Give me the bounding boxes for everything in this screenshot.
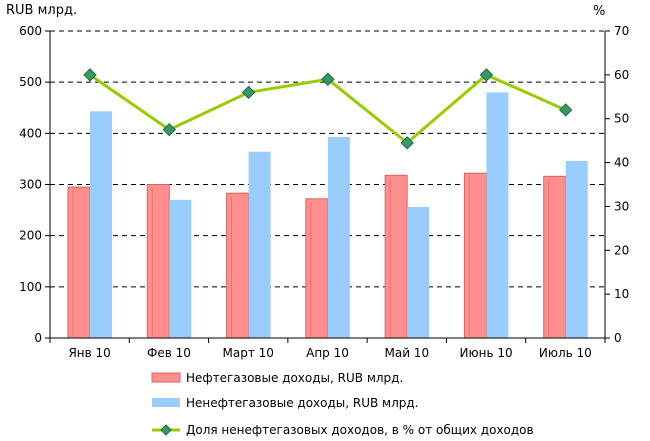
y-left-tick-label: 500 <box>19 75 42 89</box>
x-tick-label: Июнь 10 <box>460 346 513 360</box>
legend-label-non-oil-gas: Ненефтегазовые доходы, RUB млрд. <box>186 396 419 410</box>
percent-point-marker <box>479 68 494 82</box>
y-right-tick-label: 10 <box>614 287 629 301</box>
legend-swatch-non-oil-gas <box>152 398 180 407</box>
y-left-tick-label: 400 <box>19 126 42 140</box>
y-right-tick-label: 0 <box>614 331 622 345</box>
y-right-tick-label: 60 <box>614 68 629 82</box>
non-oil-gas-revenue-bar <box>486 92 509 339</box>
non-oil-gas-revenue-bar <box>565 160 588 338</box>
y-right-tick-label: 40 <box>614 156 629 170</box>
y-right-tick-label: 50 <box>614 112 629 126</box>
legend: Нефтегазовые доходы, RUB млрд. Ненефтегаз… <box>151 371 534 437</box>
percent-point-marker <box>321 72 335 86</box>
y-left-tick-label: 0 <box>34 331 42 345</box>
y-axis-left-label: RUB млрд. <box>6 3 77 18</box>
oil-gas-revenue-bar <box>543 175 567 339</box>
percent-point-marker <box>241 85 256 100</box>
oil-gas-revenue-bar <box>67 186 91 339</box>
axes: 0 100 200 300 400 500 600 0 10 20 30 40 50 60 70 Янв 10… <box>19 24 629 360</box>
oil-gas-revenue-bar <box>305 198 329 339</box>
x-tick-label: Фев 10 <box>147 346 191 360</box>
y-right-tick-label: 20 <box>614 243 629 257</box>
percent-line <box>83 68 573 150</box>
y-left-tick-label: 200 <box>19 229 42 243</box>
legend-label-oil-gas: Нефтегазовые доходы, RUB млрд. <box>186 371 403 385</box>
y-right-tick-label: 30 <box>614 199 629 213</box>
oil-gas-revenue-bar <box>146 184 170 339</box>
y-right-tick-label: 70 <box>614 24 629 38</box>
non-oil-gas-revenue-bar <box>327 136 350 338</box>
x-tick-label: Май 10 <box>384 346 429 360</box>
percent-point-marker <box>400 136 414 150</box>
legend-swatch-oil-gas <box>151 372 181 383</box>
legend-label-percent: Доля ненефтегазовых доходов, в % от общи… <box>186 423 534 437</box>
percent-point-marker <box>559 103 573 117</box>
non-oil-gas-revenue-bar <box>169 199 192 338</box>
x-tick-label: Июль 10 <box>539 346 592 360</box>
x-tick-label: Март 10 <box>223 346 274 360</box>
y-left-tick-label: 300 <box>19 178 42 192</box>
legend-marker-percent <box>160 424 172 436</box>
gridlines <box>50 30 605 288</box>
x-tick-label: Апр 10 <box>306 346 349 360</box>
non-oil-gas-revenue-bar <box>407 207 430 338</box>
non-oil-gas-revenue-bar <box>90 111 112 338</box>
oil-gas-revenue-bar <box>463 172 487 339</box>
oil-gas-revenue-bar <box>384 174 408 339</box>
percent-point-marker <box>162 122 176 137</box>
y-left-tick-label: 100 <box>19 280 42 294</box>
y-left-tick-label: 600 <box>19 24 42 38</box>
x-tick-label: Янв 10 <box>68 346 110 360</box>
non-oil-gas-revenue-bar <box>248 151 271 338</box>
bars <box>67 92 588 339</box>
percent-point-marker <box>83 68 97 82</box>
oil-gas-revenue-bar <box>226 192 250 339</box>
y-axis-right-label: % <box>593 4 605 19</box>
